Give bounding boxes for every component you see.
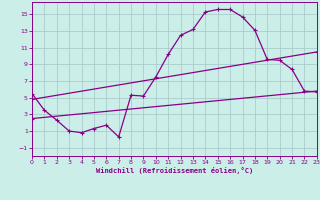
X-axis label: Windchill (Refroidissement éolien,°C): Windchill (Refroidissement éolien,°C) bbox=[96, 167, 253, 174]
